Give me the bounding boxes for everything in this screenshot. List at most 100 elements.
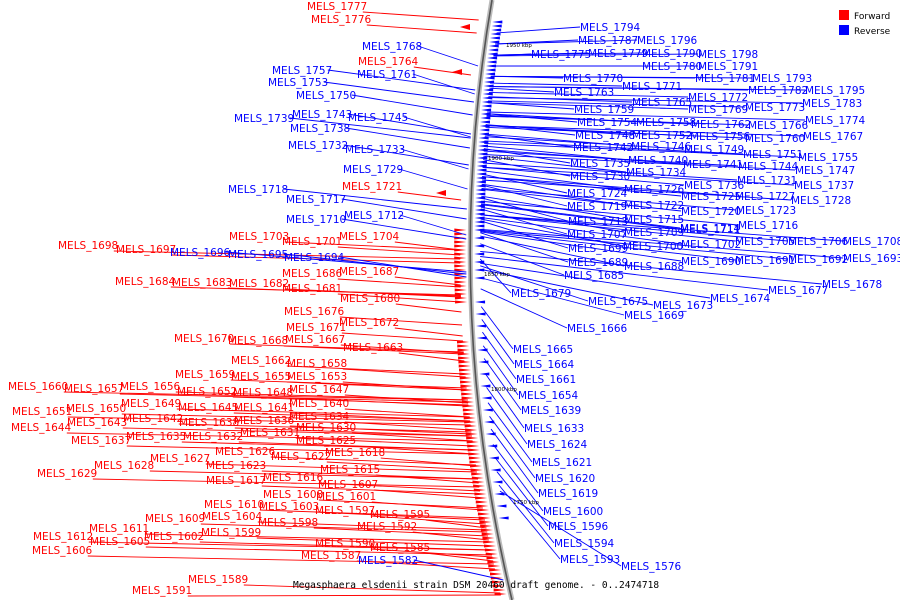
- tick-label: 1950 kbp: [506, 43, 532, 49]
- gene-label: MELS_1674: [710, 293, 770, 305]
- gene-label: MELS_1717: [286, 194, 346, 206]
- leader-line: [144, 533, 490, 543]
- leader-line: [498, 484, 561, 560]
- leader-line: [496, 26, 581, 34]
- gene-label: MELS_1722: [624, 200, 684, 212]
- gene-label: MELS_1647: [289, 384, 349, 396]
- leader-line: [480, 268, 654, 306]
- leader-line: [205, 463, 477, 473]
- leader-line: [175, 391, 468, 401]
- leader-line: [480, 208, 568, 235]
- gene-label: MELS_1598: [258, 517, 318, 529]
- gene-label: MELS_1631: [240, 427, 300, 439]
- leader-line: [283, 253, 467, 275]
- forward-feature-arrow: [466, 436, 479, 440]
- leader-line: [289, 117, 471, 139]
- leader-line: [482, 166, 685, 186]
- leader-line: [483, 148, 571, 164]
- gene-label: MELS_1632: [183, 431, 243, 443]
- reverse-feature-arrow: [486, 60, 497, 64]
- gene-label: MELS_1629: [37, 468, 97, 480]
- reverse-feature-arrow: [488, 48, 499, 52]
- gene-label: MELS_1607: [318, 479, 378, 491]
- forward-feature-arrow: [454, 244, 467, 248]
- leader-line: [480, 229, 789, 260]
- leader-line: [66, 432, 473, 442]
- forward-feature-arrow: [460, 384, 473, 388]
- gene-label: MELS_1737: [794, 180, 854, 192]
- gene-label: MELS_1749: [684, 144, 744, 156]
- gene-label: MELS_1644: [11, 422, 71, 434]
- gene-label: MELS_1798: [698, 49, 758, 61]
- gene-label: MELS_1759: [574, 104, 634, 116]
- leader-line: [394, 327, 463, 337]
- reverse-feature-arrow: [475, 180, 486, 184]
- leader-line: [289, 412, 471, 422]
- gene-label: MELS_1594: [554, 538, 614, 550]
- gene-label: MELS_1686: [282, 268, 342, 280]
- reverse-feature-arrow: [498, 516, 509, 520]
- gene-label: MELS_1770: [563, 73, 623, 85]
- leader-line: [489, 87, 555, 93]
- gene-label: MELS_1601: [316, 491, 376, 503]
- leader-line: [400, 148, 469, 170]
- reverse-feature-arrow: [490, 468, 501, 472]
- forward-feature-arrow: [482, 536, 495, 540]
- gene-label: MELS_1774: [805, 115, 865, 127]
- gene-label: MELS_1754: [577, 117, 637, 129]
- gene-label: MELS_1612: [33, 531, 93, 543]
- leader-line: [337, 278, 461, 288]
- gene-label: MELS_1775: [531, 49, 591, 61]
- gene-label: MELS_1582: [358, 555, 418, 567]
- gene-label: MELS_1684: [115, 276, 175, 288]
- leader-line: [484, 373, 525, 429]
- leader-line: [492, 444, 544, 512]
- gene-labels: MELS_1777MELS_1776MELS_1764MELS_1721MELS…: [8, 1, 900, 597]
- legend-reverse-swatch: [839, 25, 849, 35]
- gene-label: MELS_1676: [284, 306, 344, 318]
- leader-line: [199, 541, 491, 551]
- gene-label: MELS_1630: [296, 422, 356, 434]
- gene-label: MELS_1669: [624, 310, 684, 322]
- reverse-feature-arrow: [483, 84, 494, 88]
- gene-label: MELS_1657: [64, 383, 124, 395]
- gene-label: MELS_1728: [791, 195, 851, 207]
- leader-line: [343, 144, 469, 166]
- gene-label: MELS_1595: [370, 509, 430, 521]
- leader-line: [373, 489, 482, 499]
- gene-label: MELS_1600: [543, 506, 603, 518]
- gene-label: MELS_1603: [259, 501, 319, 513]
- gene-label: MELS_1723: [736, 205, 796, 217]
- gene-label: MELS_1782: [748, 85, 808, 97]
- leader-line: [488, 92, 689, 98]
- gene-label: MELS_1687: [339, 266, 399, 278]
- leader-line: [481, 188, 737, 211]
- gene-label: MELS_1710: [286, 214, 346, 226]
- gene-label: MELS_1606: [32, 545, 92, 557]
- leader-line: [490, 428, 539, 494]
- leader-line: [495, 39, 638, 45]
- leader-line: [412, 73, 475, 95]
- leader-line: [344, 394, 469, 404]
- forward-feature-arrow: [469, 460, 482, 464]
- leader-line: [483, 358, 522, 411]
- reverse-feature-arrow: [486, 64, 497, 68]
- gene-label: MELS_1692: [788, 254, 848, 266]
- leader-line: [488, 100, 746, 108]
- gene-label: MELS_1599: [201, 527, 261, 539]
- gene-label: MELS_1764: [358, 56, 418, 68]
- leader-line: [480, 230, 736, 261]
- leader-line: [480, 204, 681, 230]
- gene-label: MELS_1704: [339, 231, 399, 243]
- gene-label: MELS_1620: [535, 473, 595, 485]
- gene-label: MELS_1760: [745, 133, 805, 145]
- reverse-feature-arrow: [481, 396, 492, 400]
- leader-line: [480, 235, 625, 267]
- gene-label: MELS_1659: [175, 369, 235, 381]
- leader-line: [395, 303, 462, 313]
- forward-feature-arrow: [454, 240, 467, 244]
- leader-line: [149, 470, 479, 480]
- gene-label: MELS_1705: [735, 236, 795, 248]
- gene-label: MELS_1641: [234, 402, 294, 414]
- leader-line: [482, 173, 568, 194]
